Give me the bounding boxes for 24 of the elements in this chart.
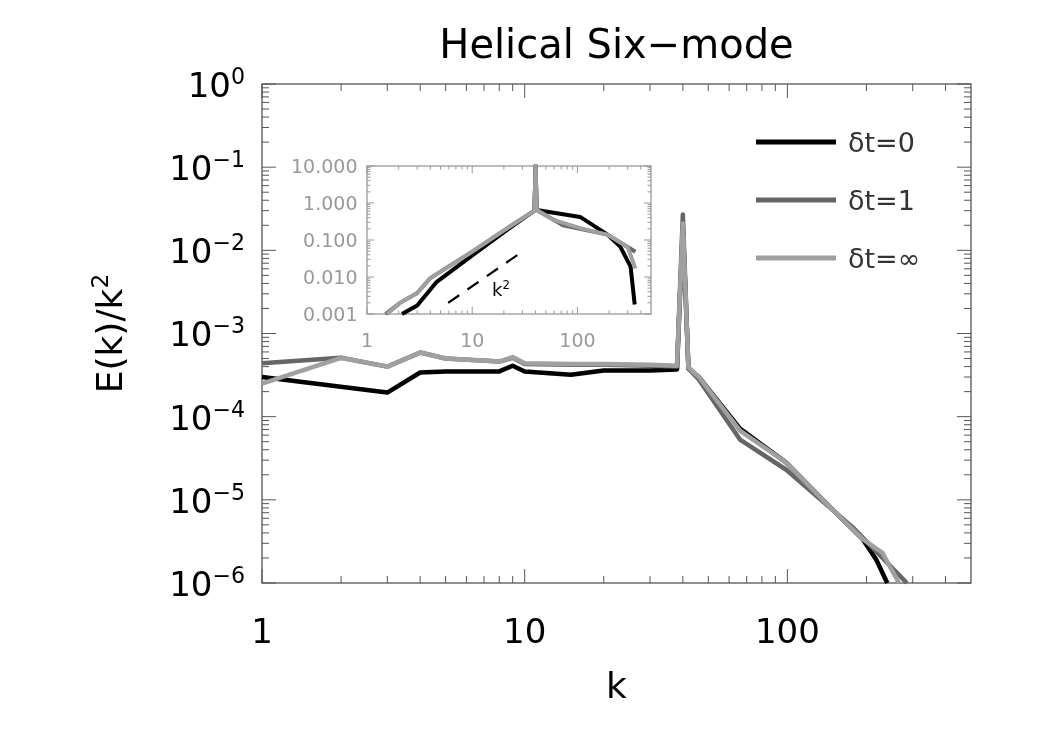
- y-tick-label: 10$^{−3}$: [169, 312, 245, 355]
- y-tick-label: 0.001: [303, 303, 358, 326]
- annotation: k$^{2}$: [491, 278, 510, 301]
- x-tick-label: 10: [460, 329, 485, 352]
- y-tick-label: 10$^{0}$: [187, 62, 245, 105]
- legend-label: δt=0: [848, 126, 915, 158]
- x-tick-label: 100: [754, 610, 820, 651]
- legend-label: δt=1: [848, 184, 915, 216]
- y-tick-label: 1.000: [303, 192, 358, 215]
- x-tick-label: 1: [360, 329, 374, 352]
- x-axis-title: k: [606, 665, 628, 706]
- y-tick-label: 10$^{−5}$: [169, 478, 245, 521]
- x-tick-label: 100: [559, 329, 596, 352]
- y-tick-label: 10$^{−2}$: [169, 229, 245, 272]
- legend-label: δt=∞: [848, 242, 921, 274]
- y-tick-label: 10.000: [291, 155, 358, 178]
- chart-title: Helical Six−mode: [439, 21, 794, 67]
- y-tick-label: 10$^{−6}$: [169, 561, 245, 604]
- y-tick-label: 10$^{−1}$: [169, 146, 245, 189]
- y-tick-label: 0.100: [303, 229, 358, 252]
- y-tick-label: 10$^{−4}$: [169, 395, 245, 438]
- y-tick-label: 0.010: [303, 266, 358, 289]
- x-tick-label: 1: [251, 610, 273, 651]
- x-tick-label: 10: [503, 610, 547, 651]
